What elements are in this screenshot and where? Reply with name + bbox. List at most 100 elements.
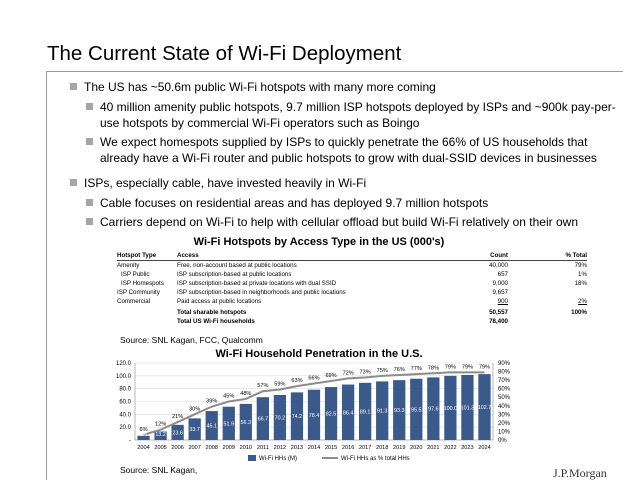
x-tick-label: 2018 [376,445,388,451]
table-cell: ISP Homespots [121,280,164,287]
table-cell: 900 [497,298,508,305]
bar-data-label: 101.3 [461,405,475,411]
line-data-label: 78% [428,365,439,371]
bullet-item: ISPs, especially cable, have invested he… [70,175,630,191]
bar [222,406,235,440]
bar [324,387,338,440]
y-tick-label-left: 80.0 [119,387,131,393]
bullet-text: Carriers depend on Wi-Fi to help with ce… [100,215,578,229]
bar [393,380,406,440]
x-tick-label: 2010 [240,445,252,451]
line-data-label: 79% [462,364,473,370]
square-bullet-icon [70,83,77,90]
line-data-label: 48% [240,391,251,397]
bar-data-label: 93.3 [394,408,405,414]
table-cell: ISP Community [117,289,160,296]
bar-data-label: 66.7 [258,417,269,423]
x-tick-label: 2005 [154,445,166,451]
table-cell: 78,400 [489,318,508,325]
chart-source: Source: SNL Kagan, [120,465,198,475]
bullet-item: We expect homespots supplied by ISPs to … [73,134,630,166]
table-cell: 100% [571,309,587,316]
y-tick-label-right: 70% [498,378,511,384]
x-tick-label: 2021 [427,445,439,451]
square-bullet-icon [86,138,93,145]
line-data-label: 73% [360,370,371,376]
bullet-item: Carriers depend on Wi-Fi to help with ce… [73,214,630,230]
x-tick-label: 2014 [308,445,320,451]
bar [188,418,201,440]
bar-data-label: 102.7 [478,405,492,411]
table-cell: ISP subscription-based at public locatio… [177,271,292,278]
bar [273,394,287,440]
line-data-label: 21% [172,414,183,420]
y-tick-label-right: 80% [498,370,511,376]
bar [341,384,355,440]
bar [410,378,423,440]
table-total-row: Total sharable hotspots 50,557 100% [117,309,587,317]
table-row: ISP Homespots ISP subscription-based at … [117,280,587,288]
y-tick-label-right: 40% [498,404,511,410]
square-bullet-icon [86,199,93,206]
x-tick-label: 2008 [205,445,217,451]
bullet-text: 40 million amenity public hotspots, 9.7 … [100,100,616,130]
x-tick-label: 2017 [359,445,371,451]
bullet-list: The US has ~50.6m public Wi-Fi hotspots … [70,79,630,233]
y-tick-label-right: 20% [498,421,511,427]
table-source: Source: SNL Kagan, FCC, Qualcomm [120,335,263,345]
x-tick-label: 2019 [393,445,405,451]
line-data-label: 12% [155,422,166,428]
bar-data-label: 6.6 [140,432,148,438]
bar [359,382,372,440]
table-header-cell: Hotspot Type [117,252,157,259]
table-cell: 1% [578,271,587,278]
line-data-label: 79% [445,364,456,370]
table-cell: ISP Public [121,271,150,278]
table-header-cell: Access [177,252,199,259]
table-row: ISP Community ISP subscription-based in … [117,289,587,297]
y-tick-label-left: - [129,438,131,444]
line-data-label: 63% [291,378,302,384]
x-tick-label: 2024 [478,445,490,451]
x-tick-label: 2011 [257,445,269,451]
x-tick-label: 2006 [171,445,183,451]
y-tick-label-left: 40.0 [119,412,131,418]
bullet-text: ISPs, especially cable, have invested he… [84,176,367,190]
table-title: Wi-Fi Hotspots by Access Type in the US … [193,236,445,248]
bar-data-label: 89.1 [360,409,371,415]
table-cell: ISP subscription-based in neighborhoods … [177,289,346,296]
table-cell: Paid access at public locations [177,298,262,305]
table-cell: Total US Wi-Fi households [177,318,255,325]
page-title: The Current State of Wi-Fi Deployment [47,42,402,65]
bar-data-label: 82.5 [326,412,337,418]
x-tick-label: 2015 [325,445,337,451]
chart-title: Wi-Fi Household Penetration in the U.S. [215,348,423,360]
bar-data-label: 33.7 [189,427,200,433]
y-tick-label-right: 60% [498,387,511,393]
line-data-label: 39% [206,399,217,405]
x-tick-label: 2022 [444,445,456,451]
side-rule [46,72,47,480]
y-tick-label-right: 0% [498,438,507,444]
table-cell: 18% [574,280,587,287]
table-cell: 9,657 [492,289,508,296]
header-divider [117,260,587,261]
table-row: ISP Public ISP subscription-based at pub… [117,271,587,279]
bar [461,374,474,440]
bar [154,431,167,440]
x-tick-label: 2023 [461,445,473,451]
y-tick-label-right: 10% [498,429,511,435]
bar-data-label: 74.2 [292,414,303,420]
table-cell: 79% [574,262,587,269]
bar [290,392,304,440]
bar [307,389,321,440]
bar [239,403,252,440]
y-tick-label-right: 30% [498,412,511,418]
bar [137,435,150,440]
bullet-item: Cable focuses on residential areas and h… [73,195,630,211]
table-cell: 2% [578,298,587,305]
y-tick-label-left: 20.0 [119,425,131,431]
line-data-label: 77% [411,366,422,372]
table-cell: Amenity [117,262,140,269]
